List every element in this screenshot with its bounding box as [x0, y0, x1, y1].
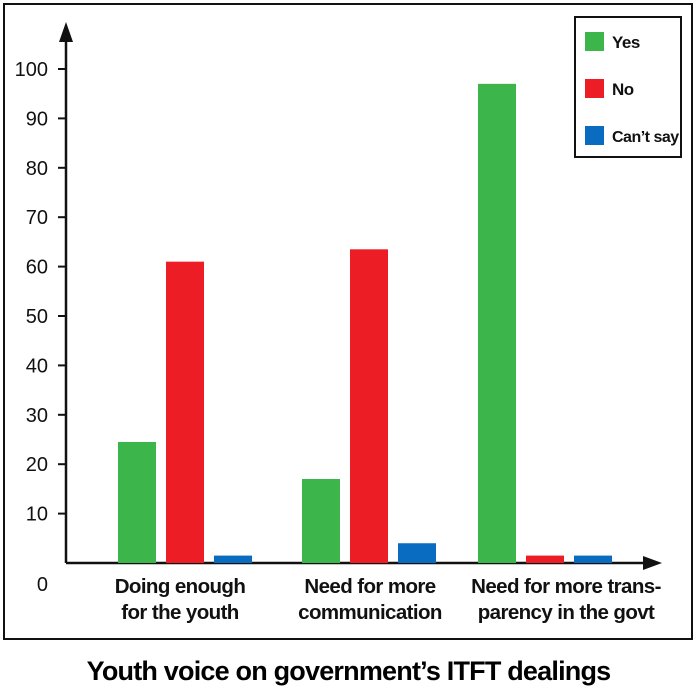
bar-no-2 [526, 555, 564, 563]
category-label: Doing enough [115, 575, 246, 598]
legend-swatch-yes [585, 32, 604, 51]
bar-can-t-say-1 [398, 543, 436, 563]
bar-no-1 [350, 249, 388, 563]
category-label: Need for more trans- [471, 575, 661, 598]
category-label: for the youth [121, 601, 239, 624]
y-tick-label: 20 [26, 454, 48, 476]
y-tick-label: 40 [26, 355, 48, 377]
bar-can-t-say-0 [214, 555, 252, 563]
y-tick-label: 10 [26, 504, 48, 526]
bar-yes-0 [118, 441, 156, 563]
y-tick-label: 30 [26, 405, 48, 427]
legend-swatch-no [585, 79, 604, 98]
y-tick-label: 100 [15, 59, 48, 81]
category-label: communication [298, 601, 442, 624]
x-axis-arrow [643, 556, 662, 570]
y-tick-label: 90 [26, 108, 48, 130]
y-tick-label: 80 [26, 158, 48, 180]
bar-yes-1 [302, 479, 340, 563]
y-tick-label: 50 [26, 306, 48, 328]
y-axis-arrow [59, 22, 73, 42]
category-label: Need for more [304, 575, 435, 598]
y-tick-label: 70 [26, 207, 48, 229]
bar-chart: 0 10 20 30 40 50 60 70 80 90 100 Doing enough for th… [15, 16, 682, 624]
legend-label: No [612, 80, 634, 99]
chart-caption: Youth voice on government’s ITFT dealing… [86, 656, 612, 686]
category-label: parency in the govt [478, 601, 655, 624]
legend-swatch-can-t-say [585, 126, 604, 145]
legend-label: Can’t say [612, 129, 679, 146]
legend-label: Yes [612, 33, 640, 52]
y-tick-label: 0 [37, 574, 48, 596]
bar-yes-2 [478, 83, 516, 563]
bar-no-0 [166, 261, 204, 563]
bar-can-t-say-2 [574, 555, 612, 563]
y-tick-label: 60 [26, 257, 48, 279]
